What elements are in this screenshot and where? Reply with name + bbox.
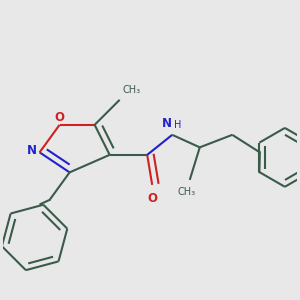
Text: O: O (147, 192, 157, 205)
Text: CH₃: CH₃ (123, 85, 141, 95)
Text: H: H (174, 119, 181, 130)
Text: N: N (27, 144, 37, 158)
Text: CH₃: CH₃ (178, 187, 196, 197)
Text: O: O (55, 111, 64, 124)
Text: N: N (162, 116, 172, 130)
